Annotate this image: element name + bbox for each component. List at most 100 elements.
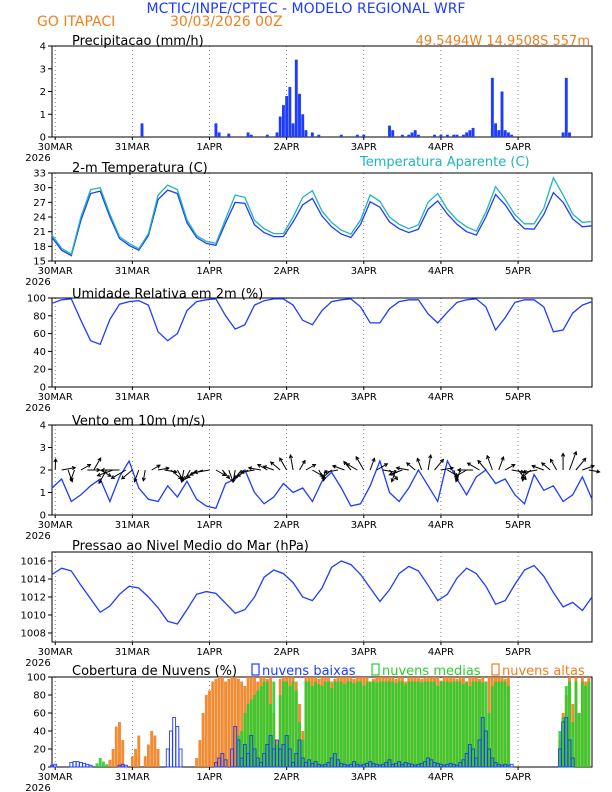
cloud-bar (118, 722, 121, 767)
legend-swatch-nuvens-medias (371, 663, 380, 676)
x-tick-label: 3APR (351, 392, 377, 403)
wind-arrow (257, 464, 268, 471)
cloud-bar (287, 748, 292, 768)
cloud-bar (378, 681, 382, 767)
cloud-bar (503, 681, 507, 767)
plot-frame (51, 551, 593, 643)
precip-bar (317, 134, 321, 137)
wind-arrow (184, 469, 191, 480)
wind-arrow-head (311, 463, 317, 468)
y-tick-label: 15 (33, 257, 46, 268)
y-tick-label: 100 (27, 294, 46, 305)
cloud-bar (394, 683, 398, 767)
cloud-bar (101, 761, 105, 767)
wind-arrow (332, 465, 345, 471)
cloud-bar (307, 681, 311, 767)
cloud-bar (291, 681, 295, 767)
panel-title: Precipitacao (mm/h) (72, 34, 204, 49)
cloud-bar (404, 684, 408, 767)
series-line (51, 459, 593, 510)
wind-arrow-head (522, 469, 528, 474)
wind-arrow (454, 469, 467, 478)
x-tick-label: 4APR (428, 392, 454, 403)
x-tick-label: 30MAR (38, 772, 73, 783)
wind-arrow-head (69, 476, 74, 482)
wind-arrow-head (390, 478, 395, 483)
wind-arrow-head (156, 464, 161, 469)
precip-bar (275, 132, 279, 137)
cloud-bar (236, 678, 240, 767)
cloud-bar (169, 730, 173, 768)
wind-arrow-head (500, 456, 505, 461)
wind-arrow-head (343, 460, 348, 466)
cloud-bar (433, 681, 436, 767)
precip-bar (497, 130, 501, 137)
y-tick-label: 0 (40, 133, 46, 144)
wind-arrow (111, 469, 127, 479)
precip-bar (362, 134, 366, 137)
wind-arrow-head (233, 474, 239, 480)
cloud-bar (407, 681, 411, 767)
precip-bar (471, 127, 475, 137)
wind-arrow-head (97, 457, 102, 462)
cloud-bar (156, 749, 160, 767)
cloud-bar (253, 695, 256, 767)
cloud-bar (320, 686, 324, 767)
wind-arrow-head (236, 472, 241, 477)
cloud-bar (330, 687, 334, 767)
wind-arrow-head (269, 461, 275, 466)
cloud-bar (465, 681, 469, 767)
cloud-bar (497, 681, 501, 767)
wind-arrow (389, 469, 403, 476)
cloud-bar (494, 681, 498, 767)
wind-arrow-head (511, 463, 516, 468)
panel-title: 2-m Temperatura (C) (72, 161, 208, 176)
cloud-bar (452, 681, 456, 767)
cloud-bar (574, 681, 578, 767)
wind-arrow (396, 467, 409, 471)
precip-bar (455, 134, 459, 137)
cloud-bar (387, 759, 392, 768)
wind-arrow-head (165, 466, 170, 471)
y-tick-label: 21 (33, 227, 46, 238)
y-tick-label: 30 (33, 183, 46, 194)
wind-arrow (434, 459, 444, 471)
cloud-bar (220, 677, 224, 767)
cloud-bar (243, 713, 247, 767)
y-tick-label: 1008 (21, 629, 46, 640)
cloud-bar (371, 681, 375, 767)
y-tick-label: 1 (40, 488, 46, 499)
y-tick-label: 60 (33, 709, 46, 720)
x-tick-label: 30MAR (38, 142, 73, 153)
x-tick-label: 2APR (274, 520, 300, 531)
wind-arrow (355, 456, 365, 471)
cloud-bar (195, 758, 199, 767)
cloud-bar (275, 744, 279, 767)
y-tick-label: 0 (40, 383, 46, 394)
cloud-bar (343, 684, 346, 767)
cloud-bar (561, 717, 565, 767)
precip-bar (355, 134, 359, 137)
x-tick-label: 3APR (351, 266, 377, 277)
wind-arrow-head (453, 473, 459, 478)
wind-arrow-head (582, 457, 587, 462)
cloud-bar (314, 681, 318, 767)
x-tick-label: 30MAR (38, 392, 73, 403)
wind-arrow (142, 469, 146, 481)
x-tick-label: 31MAR (115, 142, 150, 153)
wind-arrow (157, 467, 169, 471)
wind-arrow (98, 469, 108, 484)
wind-arrow (248, 467, 262, 471)
cloud-bar (461, 684, 465, 767)
cloud-bar (326, 681, 330, 767)
wind-arrow-head (560, 452, 566, 457)
cloud-bar (346, 681, 350, 767)
wind-arrow-head (383, 463, 389, 468)
cloud-bar (349, 681, 353, 767)
x-tick-label: 2APR (274, 647, 300, 658)
cloud-bar (288, 686, 292, 767)
x-tick-label: 4APR (428, 772, 454, 783)
x-tick-label: 1APR (196, 772, 222, 783)
wind-arrow-head (98, 479, 103, 485)
